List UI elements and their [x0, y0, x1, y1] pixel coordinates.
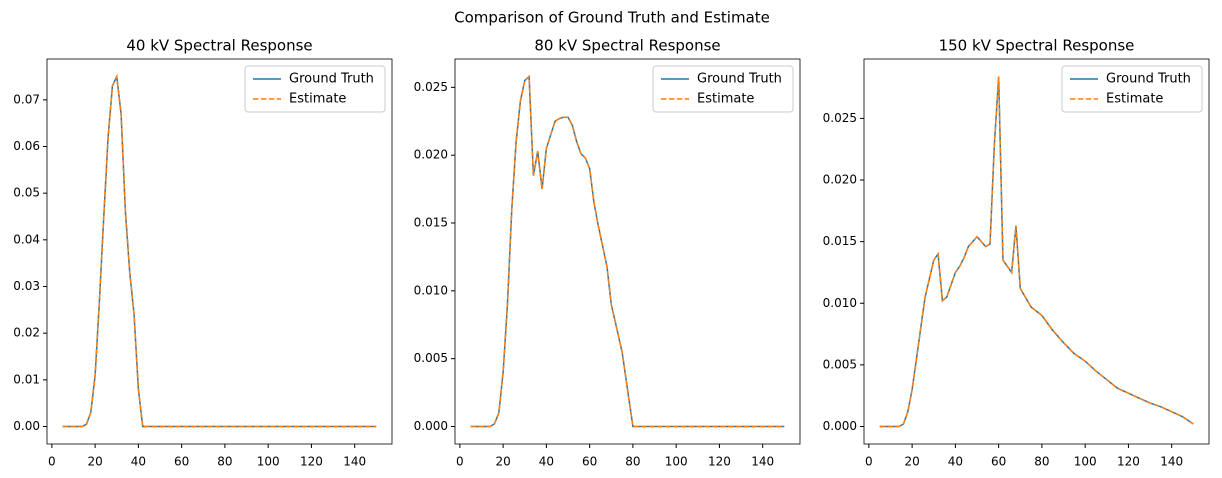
x-tick-label: 20	[87, 455, 102, 469]
axes-frame	[46, 58, 393, 445]
legend-box	[652, 65, 794, 113]
x-tick-label: 0	[456, 455, 464, 469]
axes-title: 150 kV Spectral Response	[939, 37, 1135, 55]
x-tick-label: 80	[1034, 455, 1049, 469]
legend-box	[244, 65, 386, 113]
y-tick-label: 0.025	[414, 80, 448, 94]
y-tick-label: 0.010	[823, 296, 857, 310]
x-tick-label: 0	[48, 455, 56, 469]
y-tick-label: 0.04	[13, 232, 40, 246]
x-tick-label: 140	[343, 455, 366, 469]
x-tick-label: 0	[865, 455, 873, 469]
series-line	[879, 76, 1194, 428]
x-tick-label: 140	[751, 455, 774, 469]
y-tick-label: 0.020	[414, 148, 448, 162]
y-tick-label: 0.015	[823, 234, 857, 248]
series-line	[470, 74, 785, 428]
y-tick-label: 0.06	[13, 139, 40, 153]
axes-frame	[454, 58, 801, 445]
axes-title: 80 kV Spectral Response	[534, 37, 720, 55]
y-tick-label: 0.025	[823, 111, 857, 125]
legend-label: Estimate	[289, 92, 346, 107]
x-tick-label: 120	[300, 455, 323, 469]
y-tick-label: 0.03	[13, 279, 40, 293]
series-line	[62, 73, 377, 428]
x-tick-label: 20	[495, 455, 510, 469]
legend-label: Ground Truth	[697, 72, 782, 87]
x-tick-label: 40	[539, 455, 554, 469]
x-tick-label: 20	[904, 455, 919, 469]
y-tick-label: 0.005	[414, 351, 448, 365]
y-tick-label: 0.01	[13, 372, 40, 386]
x-tick-label: 100	[665, 455, 688, 469]
axes-frame	[863, 58, 1210, 445]
x-tick-label: 40	[948, 455, 963, 469]
x-tick-label: 120	[1117, 455, 1140, 469]
x-tick-label: 100	[257, 455, 280, 469]
x-tick-label: 60	[991, 455, 1006, 469]
x-tick-label: 80	[217, 455, 232, 469]
y-tick-label: 0.000	[823, 419, 857, 433]
x-tick-label: 40	[131, 455, 146, 469]
y-tick-label: 0.015	[414, 216, 448, 230]
x-tick-label: 60	[582, 455, 597, 469]
y-tick-label: 0.07	[13, 92, 40, 106]
x-tick-label: 140	[1160, 455, 1183, 469]
x-tick-label: 120	[708, 455, 731, 469]
legend-label: Estimate	[1106, 92, 1163, 107]
y-tick-label: 0.02	[13, 326, 40, 340]
y-tick-label: 0.000	[414, 419, 448, 433]
y-tick-label: 0.00	[13, 419, 40, 433]
legend-label: Ground Truth	[289, 72, 374, 87]
legend-label: Ground Truth	[1106, 72, 1191, 87]
y-tick-label: 0.005	[823, 357, 857, 371]
legend-box	[1061, 65, 1203, 113]
x-tick-label: 80	[625, 455, 640, 469]
figure-title: Comparison of Ground Truth and Estimate	[454, 9, 770, 27]
axes-title: 40 kV Spectral Response	[126, 37, 312, 55]
y-tick-label: 0.020	[823, 173, 857, 187]
x-tick-label: 100	[1074, 455, 1097, 469]
y-tick-label: 0.05	[13, 186, 40, 200]
y-tick-label: 0.010	[414, 283, 448, 297]
x-tick-label: 60	[174, 455, 189, 469]
legend-label: Estimate	[697, 92, 754, 107]
